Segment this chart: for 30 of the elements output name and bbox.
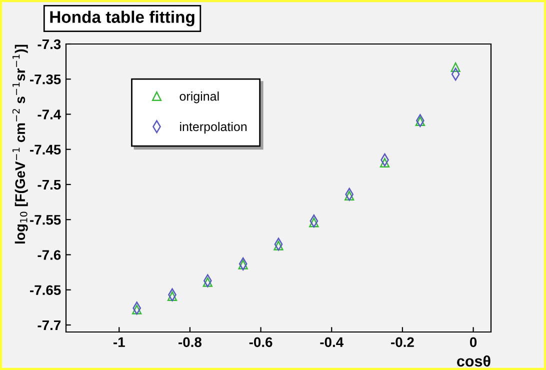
chart-title: Honda table fitting (50, 10, 194, 26)
point (309, 218, 319, 228)
point (344, 190, 354, 201)
y-tick-label: -7.35 (30, 74, 61, 84)
x-axis-title: cosθ (457, 355, 490, 367)
y-tick-label: -7.3 (38, 39, 61, 50)
y-tick-label: -7.45 (30, 144, 61, 155)
point (415, 116, 425, 126)
point (274, 240, 284, 250)
x-tick-label: -0.8 (178, 337, 202, 348)
legend-label: interpolation (180, 122, 247, 134)
text: log$_{10}$ [F(GeV$^{−1}$ cm$^{−2}$ s$^{−1}$sr$^{−1}$)] (12, 44, 28, 244)
y-tick-label: -7.5 (38, 180, 61, 190)
y-tick-label: -7.55 (30, 215, 61, 225)
point (202, 277, 212, 287)
legend-label: original (180, 92, 219, 104)
point (132, 304, 142, 314)
y-tick-label: -7.7 (38, 320, 61, 330)
point (167, 291, 178, 301)
point (380, 158, 390, 168)
y-tick-label: -7.4 (38, 110, 62, 120)
x-tick-label: -0.6 (249, 337, 272, 348)
x-tick-label: -0.4 (320, 337, 344, 348)
y-tick-label: -7.6 (38, 250, 61, 260)
point (238, 260, 248, 270)
x-tick-label: -1 (113, 337, 125, 347)
y-tick-label: -7.65 (30, 285, 61, 296)
point (450, 62, 460, 72)
x-tick-label: 0 (470, 337, 477, 348)
x-tick-label: -0.2 (391, 337, 414, 348)
